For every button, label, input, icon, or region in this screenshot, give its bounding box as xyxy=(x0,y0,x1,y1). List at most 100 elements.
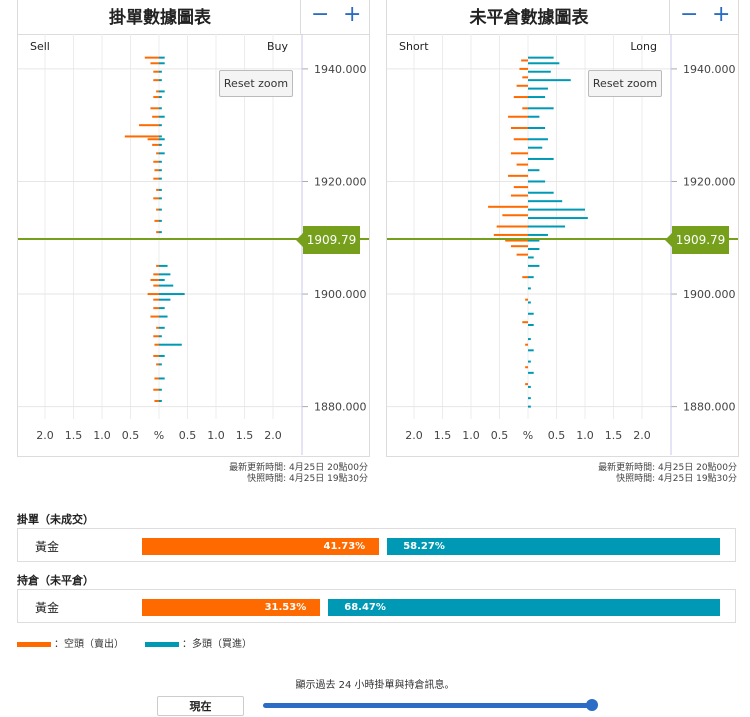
right-bar[interactable] xyxy=(159,143,162,146)
left-bar[interactable] xyxy=(154,399,159,402)
left-bar[interactable] xyxy=(488,205,528,208)
right-bar[interactable] xyxy=(528,301,531,304)
left-bar[interactable] xyxy=(156,326,159,329)
right-bar[interactable] xyxy=(159,343,182,346)
right-bar[interactable] xyxy=(528,70,551,73)
left-bar[interactable] xyxy=(508,174,528,177)
right-bar[interactable] xyxy=(159,354,165,357)
right-bar[interactable] xyxy=(528,191,554,194)
right-bar[interactable] xyxy=(528,62,560,65)
left-bar[interactable] xyxy=(525,298,528,301)
right-bar[interactable] xyxy=(528,79,571,82)
right-bar[interactable] xyxy=(528,115,540,118)
right-bar[interactable] xyxy=(159,188,162,191)
right-bar[interactable] xyxy=(159,135,162,138)
right-bar[interactable] xyxy=(528,276,534,279)
left-bar[interactable] xyxy=(152,143,159,146)
right-bar[interactable] xyxy=(528,324,534,327)
positions-chart[interactable]: 1940.000 1920.000 1900.000 1880.000 Short Lon… xyxy=(387,34,738,457)
left-bar[interactable] xyxy=(513,138,528,141)
right-bar[interactable] xyxy=(159,315,168,318)
right-bar[interactable] xyxy=(528,239,540,242)
left-bar[interactable] xyxy=(153,70,159,73)
right-bar[interactable] xyxy=(159,152,165,155)
right-bar[interactable] xyxy=(528,248,540,251)
reset-zoom-button[interactable]: Reset zoom xyxy=(588,70,662,97)
right-bar[interactable] xyxy=(528,264,540,267)
left-bar[interactable] xyxy=(522,76,528,79)
left-bar[interactable] xyxy=(513,96,528,99)
right-bar[interactable] xyxy=(528,208,585,211)
right-bar[interactable] xyxy=(528,169,540,172)
right-bar[interactable] xyxy=(159,56,165,59)
left-bar[interactable] xyxy=(525,343,528,346)
left-bar[interactable] xyxy=(154,343,159,346)
left-bar[interactable] xyxy=(153,335,159,338)
right-bar[interactable] xyxy=(159,96,162,99)
right-bar[interactable] xyxy=(159,208,162,211)
right-bar[interactable] xyxy=(159,62,165,65)
left-bar[interactable] xyxy=(152,115,159,118)
left-bar[interactable] xyxy=(150,278,159,281)
right-bar[interactable] xyxy=(159,70,162,73)
right-bar[interactable] xyxy=(528,338,531,341)
orders-chart[interactable]: 1940.000 1920.000 1900.000 1880.000 Sell Buy 2… xyxy=(18,34,369,457)
right-bar[interactable] xyxy=(159,231,162,234)
right-bar[interactable] xyxy=(159,388,162,391)
right-bar[interactable] xyxy=(528,397,531,400)
right-bar[interactable] xyxy=(159,399,162,402)
left-bar[interactable] xyxy=(153,96,159,99)
right-bar[interactable] xyxy=(159,197,162,200)
zoom-out-button[interactable]: − xyxy=(680,2,699,27)
right-bar[interactable] xyxy=(528,360,531,363)
left-bar[interactable] xyxy=(153,284,159,287)
left-bar[interactable] xyxy=(156,188,159,191)
left-bar[interactable] xyxy=(150,107,159,110)
left-bar[interactable] xyxy=(153,307,159,310)
left-bar[interactable] xyxy=(510,152,528,155)
right-bar[interactable] xyxy=(528,217,588,220)
right-bar[interactable] xyxy=(528,96,546,99)
left-bar[interactable] xyxy=(156,231,159,234)
left-bar[interactable] xyxy=(516,163,528,166)
left-bar[interactable] xyxy=(156,363,159,366)
left-bar[interactable] xyxy=(510,126,528,129)
left-bar[interactable] xyxy=(493,233,528,236)
now-button[interactable]: 現在 xyxy=(157,696,244,716)
right-bar[interactable] xyxy=(528,225,566,228)
right-bar[interactable] xyxy=(528,87,548,90)
right-bar[interactable] xyxy=(159,363,162,366)
right-bar[interactable] xyxy=(528,200,563,203)
right-bar[interactable] xyxy=(528,312,534,315)
left-bar[interactable] xyxy=(519,67,528,70)
right-bar[interactable] xyxy=(159,278,165,281)
zoom-in-button[interactable]: + xyxy=(343,2,362,27)
left-bar[interactable] xyxy=(510,194,528,197)
left-bar[interactable] xyxy=(522,107,528,110)
right-bar[interactable] xyxy=(528,146,543,149)
right-bar[interactable] xyxy=(159,298,171,301)
left-bar[interactable] xyxy=(154,219,159,222)
time-slider-track[interactable] xyxy=(263,703,593,708)
right-bar[interactable] xyxy=(159,124,162,127)
left-bar[interactable] xyxy=(153,79,159,82)
reset-zoom-button[interactable]: Reset zoom xyxy=(219,70,293,97)
left-bar[interactable] xyxy=(154,377,159,380)
left-bar[interactable] xyxy=(153,160,159,163)
left-bar[interactable] xyxy=(525,366,528,369)
right-bar[interactable] xyxy=(528,56,554,59)
left-bar[interactable] xyxy=(521,59,528,62)
right-bar[interactable] xyxy=(528,256,534,259)
right-bar[interactable] xyxy=(528,371,534,374)
left-bar[interactable] xyxy=(522,321,528,324)
right-bar[interactable] xyxy=(159,307,165,310)
left-bar[interactable] xyxy=(153,298,159,301)
right-bar[interactable] xyxy=(528,126,546,129)
left-bar[interactable] xyxy=(516,253,528,256)
right-bar[interactable] xyxy=(159,107,162,110)
left-bar[interactable] xyxy=(147,293,159,296)
right-bar[interactable] xyxy=(159,377,165,380)
left-bar[interactable] xyxy=(156,90,159,93)
left-bar[interactable] xyxy=(124,135,159,138)
left-bar[interactable] xyxy=(144,56,159,59)
